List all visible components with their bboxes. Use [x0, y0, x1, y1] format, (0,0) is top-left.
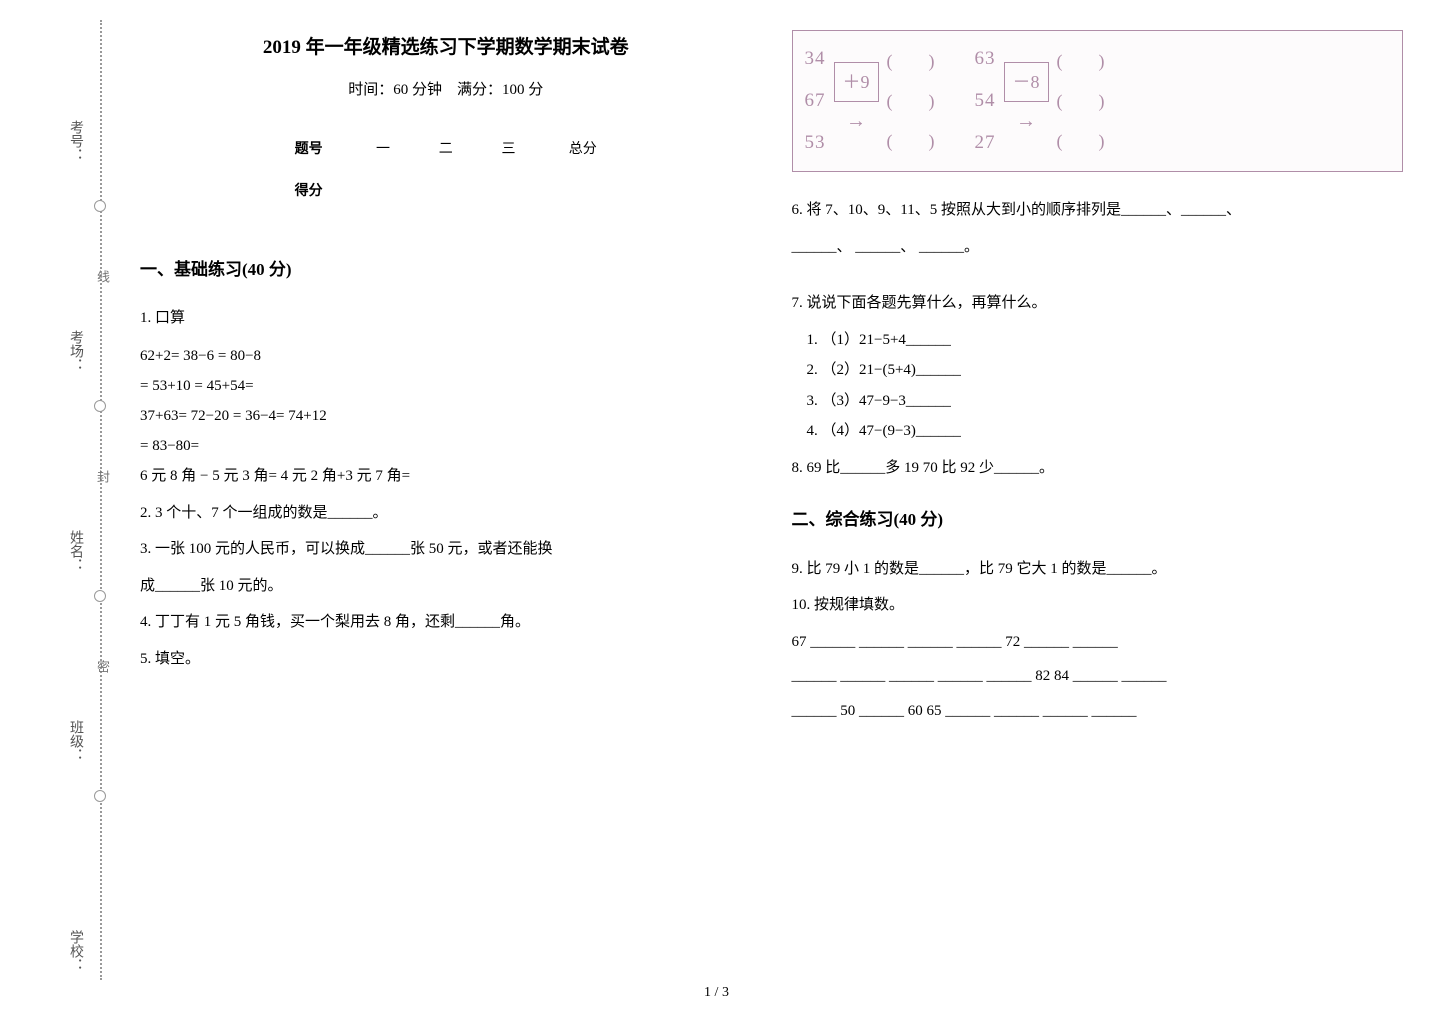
score-cell [477, 171, 540, 214]
num-col: 63 54 27 [975, 41, 996, 161]
seal-char-mi: 密 [93, 660, 112, 687]
q8: 8. 69 比______多 19 70 比 92 少______。 [792, 454, 1404, 483]
seq-row: ______ 50 ______ 60 65 ______ ______ ___… [792, 697, 1404, 726]
arrow-right-icon: → [846, 102, 866, 140]
paren: ( ) [1057, 84, 1105, 118]
q3-line1: 3. 一张 100 元的人民币，可以换成______张 50 元，或者还能换 [140, 535, 752, 564]
circle-mark [94, 400, 106, 412]
q3-line2: 成______张 10 元的。 [140, 572, 752, 601]
q1-label: 1. 口算 [140, 304, 752, 333]
left-column: 2019 年一年级精选练习下学期数学期末试卷 时间：60 分钟 满分：100 分… [140, 30, 752, 981]
circle-mark [94, 790, 106, 802]
q9: 9. 比 79 小 1 的数是______，比 79 它大 1 的数是_____… [792, 555, 1404, 584]
math-line: 62+2= 38−6 = 80−8 [140, 341, 752, 371]
paren-col: ( ) ( ) ( ) [887, 44, 935, 159]
q2: 2. 3 个十、7 个一组成的数是______。 [140, 499, 752, 528]
page-number: 1 / 3 [704, 985, 729, 1001]
time-label: 时间：60 分钟 [348, 82, 442, 98]
label-xuexiao: 学校： [65, 930, 85, 972]
circle-mark [94, 200, 106, 212]
q7-item: （3）47−9−3______ [822, 387, 1404, 416]
label-xingming: 姓名： [65, 530, 85, 572]
math-line: = 53+10 = 45+54= [140, 371, 752, 401]
seal-char-feng: 封 [93, 470, 112, 497]
binding-margin: 考号： 考场： 线 封 姓名： 密 班级： 学校： [0, 0, 110, 1011]
seal-char-xian: 线 [93, 270, 112, 297]
q6-line1: 6. 将 7、10、9、11、5 按照从大到小的顺序排列是______、____… [792, 196, 1404, 225]
exam-title: 2019 年一年级精选练习下学期数学期末试卷 [140, 30, 752, 66]
num: 63 [975, 41, 996, 77]
seq-row: ______ ______ ______ ______ ______ 82 84… [792, 662, 1404, 691]
right-column: 34 67 53 ＋9 → ( ) ( ) ( ) 63 54 [792, 30, 1404, 981]
sequence-lines: 67 ______ ______ ______ ______ 72 ______… [792, 628, 1404, 726]
math-line: = 83−80= [140, 431, 752, 461]
score-col: 总分 [540, 129, 626, 172]
paren: ( ) [1057, 44, 1105, 78]
seq-row: 67 ______ ______ ______ ______ 72 ______… [792, 628, 1404, 657]
score-col: 一 [352, 129, 415, 172]
paren: ( ) [887, 44, 935, 78]
score-cell [414, 171, 477, 214]
fill-box-right: 63 54 27 －8 → ( ) ( ) ( ) [975, 41, 1105, 161]
num: 53 [805, 125, 826, 161]
score-col: 三 [477, 129, 540, 172]
score-cell [540, 171, 626, 214]
label-kaochang: 考场： [65, 330, 85, 372]
q7-item: （4）47−(9−3)______ [822, 417, 1404, 446]
fill-boxes: 34 67 53 ＋9 → ( ) ( ) ( ) 63 54 [792, 30, 1404, 172]
paren: ( ) [887, 124, 935, 158]
score-cell [352, 171, 415, 214]
score-row-label: 得分 [266, 171, 352, 214]
q4: 4. 丁丁有 1 元 5 角钱，买一个梨用去 8 角，还剩______角。 [140, 608, 752, 637]
math-line: 6 元 8 角 − 5 元 3 角= 4 元 2 角+3 元 7 角= [140, 461, 752, 491]
exam-subtitle: 时间：60 分钟 满分：100 分 [140, 76, 752, 105]
paren: ( ) [1057, 124, 1105, 158]
q6-line2: ______、 ______、 ______。 [792, 233, 1404, 262]
q7-list: （1）21−5+4______ （2）21−(5+4)______ （3）47−… [822, 326, 1404, 446]
q10-label: 10. 按规律填数。 [792, 591, 1404, 620]
score-table: 题号 一 二 三 总分 得分 [266, 129, 626, 214]
circle-mark [94, 590, 106, 602]
num: 27 [975, 125, 996, 161]
q7-item: （2）21−(5+4)______ [822, 356, 1404, 385]
fullmark-label: 满分：100 分 [457, 82, 543, 98]
paren: ( ) [887, 84, 935, 118]
section-1-heading: 一、基础练习(40 分) [140, 254, 752, 286]
op-box: ＋9 [834, 62, 879, 102]
score-col: 二 [414, 129, 477, 172]
num: 67 [805, 83, 826, 119]
page-content: 2019 年一年级精选练习下学期数学期末试卷 时间：60 分钟 满分：100 分… [140, 30, 1403, 981]
q7-item: （1）21−5+4______ [822, 326, 1404, 355]
num-col: 34 67 53 [805, 41, 826, 161]
q7-label: 7. 说说下面各题先算什么，再算什么。 [792, 289, 1404, 318]
label-kaohao: 考号： [65, 120, 85, 162]
label-banji: 班级： [65, 720, 85, 762]
fill-box-left: 34 67 53 ＋9 → ( ) ( ) ( ) [805, 41, 935, 161]
num: 34 [805, 41, 826, 77]
op-box: －8 [1004, 62, 1049, 102]
q5: 5. 填空。 [140, 645, 752, 674]
num: 54 [975, 83, 996, 119]
math-line: 37+63= 72−20 = 36−4= 74+12 [140, 401, 752, 431]
paren-col: ( ) ( ) ( ) [1057, 44, 1105, 159]
arrow-right-icon: → [1016, 102, 1036, 140]
dotted-line [100, 20, 102, 980]
mental-math-block: 62+2= 38−6 = 80−8 = 53+10 = 45+54= 37+63… [140, 341, 752, 491]
score-row-label: 题号 [266, 129, 352, 172]
section-2-heading: 二、综合练习(40 分) [792, 504, 1404, 536]
